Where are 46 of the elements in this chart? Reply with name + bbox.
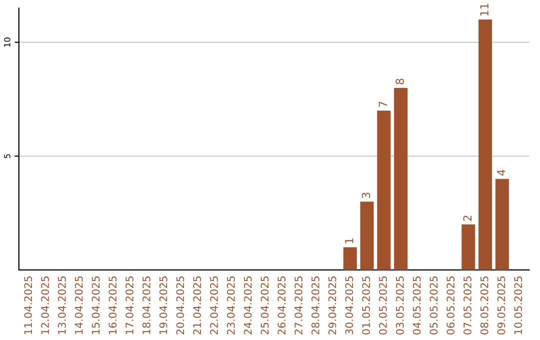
x-tick-label: 26.04.2025 [278,276,286,334]
x-tick-label: 08.05.2025 [480,276,488,334]
x-tick-label: 16.04.2025 [108,276,117,334]
x-tick-label: 06.05.2025 [446,276,454,334]
x-tick-label: 24.04.2025 [244,276,252,334]
x-tick-label: 21.04.2025 [193,276,202,334]
data-label: 2 [463,216,472,221]
x-tick-label: 17.04.2025 [126,276,134,334]
x-tick-label: 27.04.2025 [294,276,302,334]
x-tick-label: 28.04.2025 [311,276,320,334]
data-label: 3 [362,192,370,198]
x-tick-label: 13.04.2025 [58,276,66,334]
x-tick-label: 02.05.2025 [379,276,387,334]
x-tick-label: 12.04.2025 [41,276,49,334]
x-tick-label: 11.04.2025 [24,276,32,334]
bar [343,247,357,270]
x-tick-label: 07.05.2025 [464,276,472,334]
data-label: 7 [378,102,387,107]
x-tick-label: 05.05.2025 [430,276,438,334]
x-tick-label: 09.05.2025 [497,276,506,334]
y-tick-label: 10 [4,38,10,47]
x-tick-label: 29.04.2025 [328,276,336,334]
data-label: 11 [480,4,488,16]
bar [495,178,509,270]
bar [462,224,476,270]
x-tick-label: 30.04.2025 [345,276,354,334]
y-tick-label: 5 [4,154,10,158]
x-tick-label: 01.05.2025 [362,276,370,334]
data-label: 1 [345,238,354,244]
x-tick-label: 23.04.2025 [226,276,235,334]
x-tick-label: 14.04.2025 [74,276,83,334]
x-tick-label: 15.04.2025 [92,276,100,334]
bar [478,20,492,270]
data-label: 8 [396,78,404,84]
x-tick-label: 25.04.2025 [260,276,269,334]
x-tick-label: 18.04.2025 [142,276,150,334]
bar [360,202,374,270]
data-label: 4 [497,170,506,176]
x-tick-label: 19.04.2025 [159,276,168,334]
x-tick-label: 10.05.2025 [514,276,522,334]
x-tick-label: 04.05.2025 [412,276,421,334]
x-tick-label: 20.04.2025 [176,276,184,334]
x-tick-label: 22.04.2025 [210,276,218,334]
x-tick-label: 03.05.2025 [396,276,404,334]
bar [394,88,408,270]
bar [377,110,391,270]
